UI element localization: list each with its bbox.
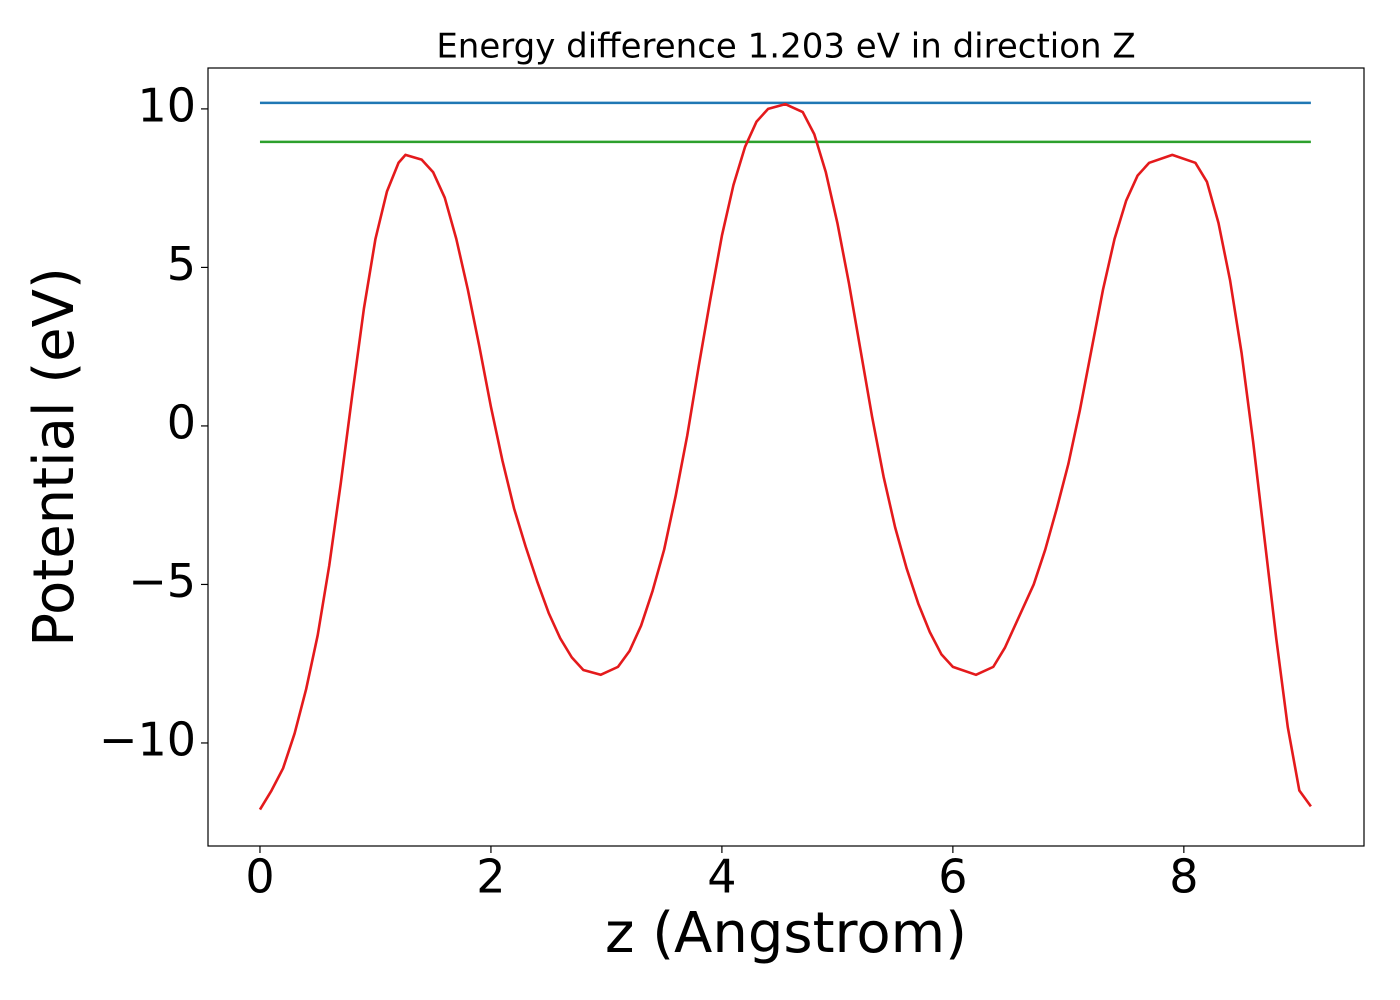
x-tick-label: 0 [245,850,274,904]
x-axis-label: z (Angstrom) [605,901,967,966]
y-axis-label: Potential (eV) [22,267,87,647]
x-tick-label: 8 [1169,850,1198,904]
plot-frame [207,67,1365,847]
chart-title: Energy difference 1.203 eV in direction … [436,27,1135,67]
line-series [258,102,1312,811]
y-tick-label: −5 [128,554,196,608]
x-tick-label: 6 [938,850,967,904]
y-tick-label: 10 [137,78,196,132]
x-tick-label: 2 [476,850,505,904]
y-tick-label: −10 [99,712,196,766]
x-tick-label: 4 [707,850,736,904]
y-tick-label: 0 [167,395,196,449]
y-tick-label: 5 [167,237,196,291]
